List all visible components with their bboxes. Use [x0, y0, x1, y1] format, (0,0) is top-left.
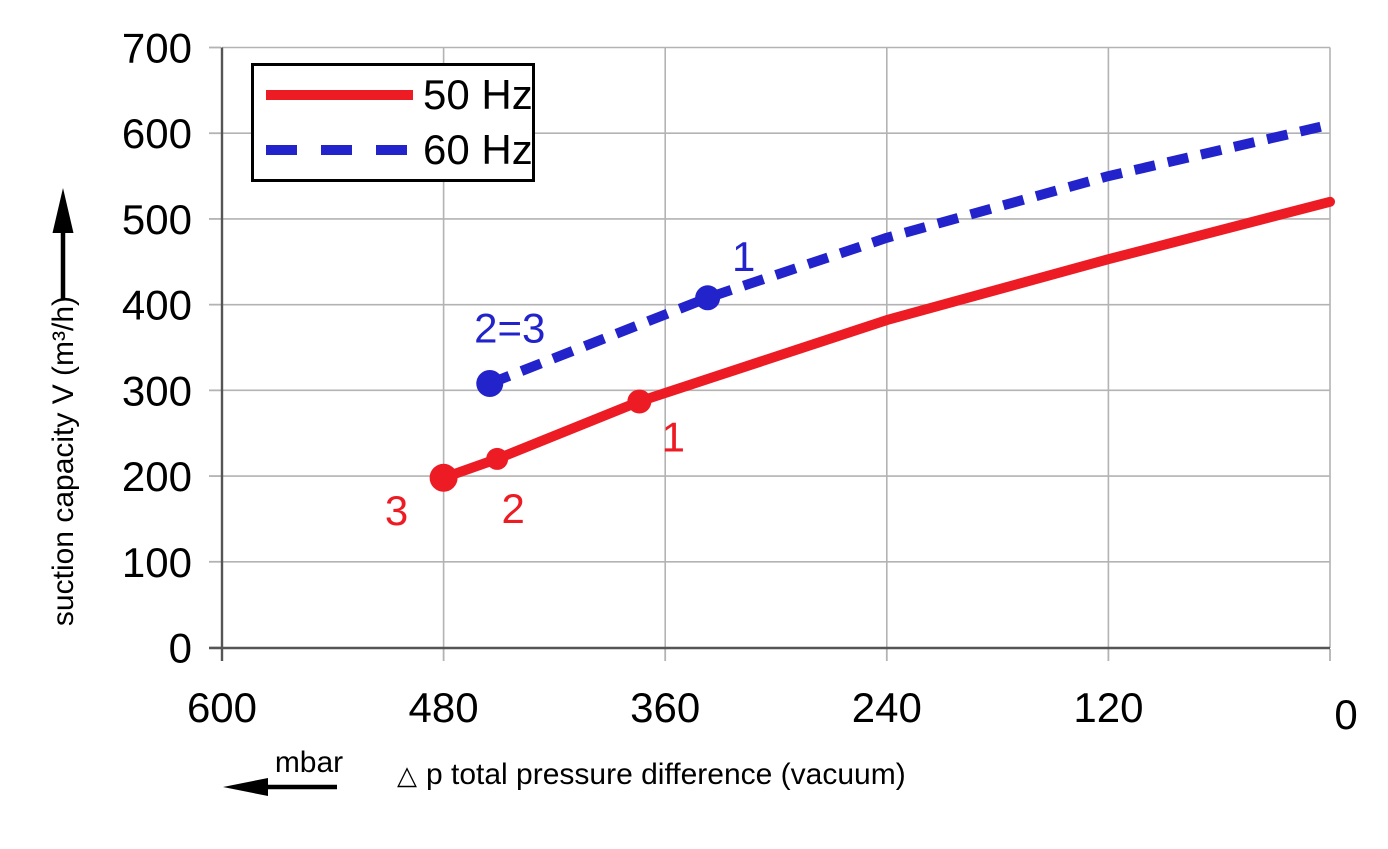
marker-label-50hz-3: 3 — [385, 487, 408, 534]
marker-50hz-2 — [486, 447, 509, 470]
legend-swatch-solid-red — [266, 90, 413, 101]
legend-swatch-dashed-blue — [266, 144, 413, 155]
tick-label-x-600: 600 — [187, 684, 257, 731]
tick-label-x-240: 240 — [852, 684, 922, 731]
delta-triangle-icon: △ — [397, 760, 417, 790]
tick-label-x-0: 0 — [1334, 691, 1357, 738]
marker-label-60hz-1: 1 — [732, 233, 755, 280]
x-axis-unit: mbar — [274, 746, 344, 779]
marker-60hz-1 — [695, 285, 721, 311]
marker-label-50hz-1: 1 — [662, 414, 685, 461]
legend-item-60hz: 60 Hz — [266, 125, 533, 175]
tick-label-y-100: 100 — [122, 539, 192, 586]
y-axis-title: suction capacity V (m³/h) — [47, 295, 80, 627]
legend: 50 Hz 60 Hz — [251, 63, 535, 182]
tick-label-y-300: 300 — [122, 367, 192, 414]
x-axis-title-text: p total pressure difference (vacuum) — [426, 758, 906, 791]
legend-item-50hz: 50 Hz — [266, 70, 533, 120]
legend-label-60hz: 60 Hz — [423, 125, 533, 173]
legend-label-50hz: 50 Hz — [423, 71, 533, 119]
tick-label-x-360: 360 — [630, 684, 700, 731]
x-axis-title: △ p total pressure difference (vacuum) — [397, 757, 906, 793]
tick-label-x-120: 120 — [1073, 684, 1143, 731]
tick-label-y-700: 700 — [122, 25, 192, 72]
tick-label-x-480: 480 — [409, 684, 479, 731]
marker-50hz-3 — [429, 463, 458, 492]
marker-label-60hz-2=3: 2=3 — [474, 305, 545, 352]
series-line-60hz — [487, 119, 1332, 389]
tick-label-y-400: 400 — [122, 282, 192, 329]
marker-label-50hz-2: 2 — [501, 485, 524, 532]
tick-label-y-200: 200 — [122, 453, 192, 500]
marker-60hz-2=3 — [476, 370, 504, 397]
tick-label-y-500: 500 — [122, 196, 192, 243]
tick-label-y-0: 0 — [169, 625, 192, 672]
y-axis-arrow-up-icon — [52, 188, 74, 299]
marker-50hz-1 — [627, 389, 652, 414]
x-axis-arrow-left-icon — [223, 778, 337, 796]
tick-label-y-600: 600 — [122, 110, 192, 157]
